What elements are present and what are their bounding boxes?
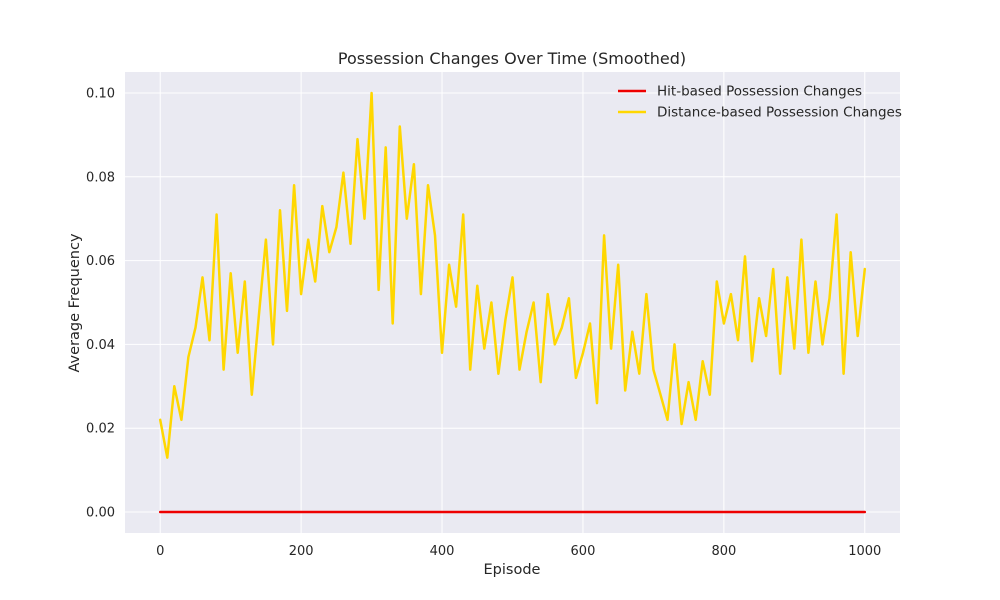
x-tick-label: 200 [289, 544, 314, 559]
y-tick-label: 0.00 [86, 506, 115, 521]
y-tick-label: 0.04 [86, 338, 115, 353]
chart-title: Possession Changes Over Time (Smoothed) [338, 49, 686, 68]
x-tick-label: 0 [156, 544, 164, 559]
series-layer [158, 91, 867, 514]
series-line-distance [158, 91, 867, 459]
y-tick-label: 0.10 [86, 86, 115, 101]
x-tick-label: 800 [711, 544, 736, 559]
x-axis-label: Episode [484, 562, 541, 578]
x-tick-label: 600 [571, 544, 596, 559]
legend-label-hit: Hit-based Possession Changes [657, 84, 862, 100]
y-axis-label: Average Frequency [67, 233, 83, 372]
x-tick-label: 1000 [848, 544, 881, 559]
y-ticks: 0.00 0.02 0.04 0.06 0.08 0.10 [86, 86, 115, 520]
y-tick-label: 0.02 [86, 422, 115, 437]
x-ticks: 0 200 400 600 800 1000 [156, 544, 881, 559]
x-tick-label: 400 [430, 544, 455, 559]
plot-area [125, 72, 900, 533]
y-tick-label: 0.08 [86, 170, 115, 185]
legend-label-distance: Distance-based Possession Changes [657, 105, 902, 121]
y-tick-label: 0.06 [86, 254, 115, 269]
legend: Hit-based Possession Changes Distance-ba… [618, 84, 902, 121]
